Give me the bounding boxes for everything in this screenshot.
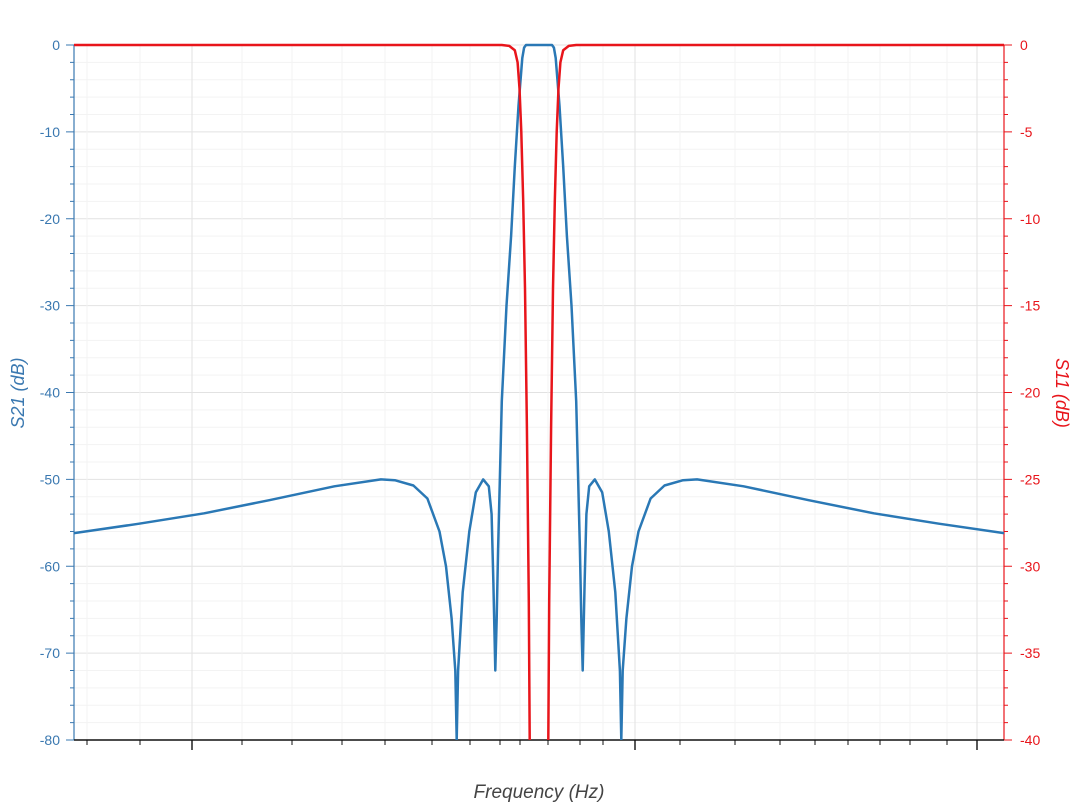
left-axis-tick-label: 0 — [52, 37, 60, 53]
left-axis-label: S21 (dB) — [8, 357, 28, 428]
right-axis-tick-label: -35 — [1020, 645, 1040, 661]
right-axis: 0 -5 -10 -15 -20 -25 -30 -35 -40 — [1003, 37, 1040, 748]
x-axis-label: Frequency (Hz) — [474, 782, 605, 803]
right-axis-tick-label: -10 — [1020, 211, 1040, 227]
right-axis-tick-label: -30 — [1020, 558, 1040, 574]
series-layer — [74, 43, 1004, 740]
left-axis-tick-label: -10 — [40, 124, 60, 140]
right-axis-tick-label: -20 — [1020, 385, 1040, 401]
left-axis: 0 -10 -20 -30 -40 -50 -60 -70 -80 — [40, 37, 75, 748]
series-s21-line — [74, 43, 1004, 740]
right-axis-tick-label: -40 — [1020, 732, 1040, 748]
right-axis-tick-label: -25 — [1020, 471, 1040, 487]
right-axis-tick-label: -15 — [1020, 298, 1040, 314]
left-axis-tick-label: -60 — [40, 558, 60, 574]
right-axis-tick-label: 0 — [1020, 37, 1028, 53]
right-axis-label: S11 (dB) — [1052, 358, 1072, 428]
right-axis-tick-label: -5 — [1020, 124, 1033, 140]
series-s11-line — [74, 43, 1004, 740]
left-axis-tick-label: -80 — [40, 732, 60, 748]
grid — [74, 44, 1004, 741]
left-axis-tick-label: -40 — [40, 385, 60, 401]
left-axis-tick-label: -70 — [40, 645, 60, 661]
left-axis-tick-label: -30 — [40, 298, 60, 314]
left-axis-tick-label: -50 — [40, 471, 60, 487]
left-axis-tick-label: -20 — [40, 211, 60, 227]
x-axis — [74, 739, 1004, 750]
